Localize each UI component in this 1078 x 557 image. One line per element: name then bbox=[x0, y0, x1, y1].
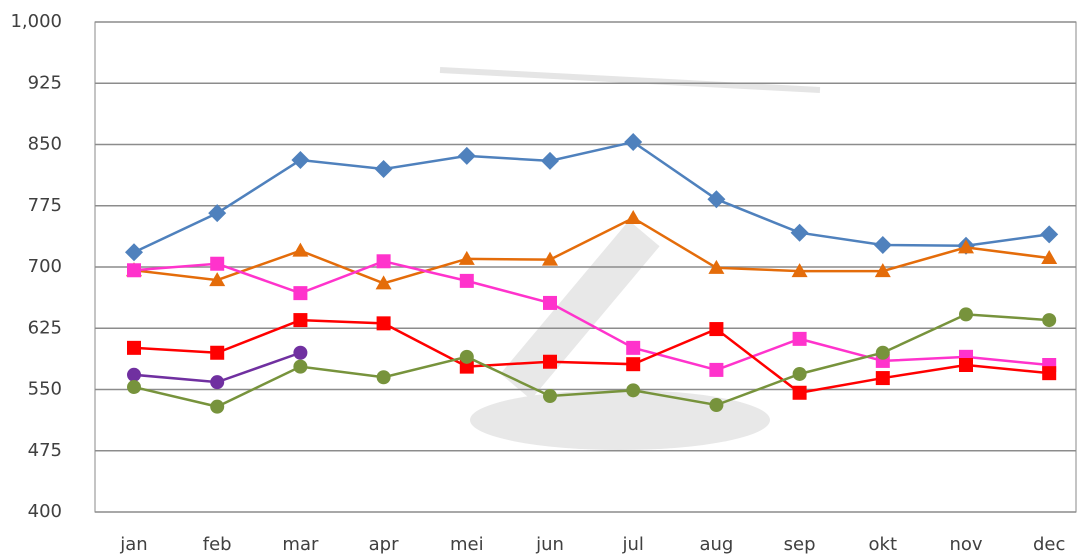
point bbox=[1040, 225, 1058, 243]
point bbox=[709, 322, 723, 336]
x-tick-label: mar bbox=[282, 534, 319, 555]
point bbox=[793, 386, 807, 400]
point bbox=[210, 346, 224, 360]
point bbox=[959, 307, 973, 321]
point bbox=[292, 243, 308, 257]
point bbox=[460, 274, 474, 288]
point bbox=[210, 375, 224, 389]
point bbox=[291, 151, 309, 169]
y-tick-label: 550 bbox=[28, 379, 62, 400]
point bbox=[210, 400, 224, 414]
point bbox=[127, 341, 141, 355]
x-tick-label: okt bbox=[869, 534, 898, 555]
point bbox=[208, 204, 226, 222]
y-tick-label: 475 bbox=[28, 440, 62, 461]
x-tick-label: jul bbox=[621, 534, 643, 555]
point bbox=[127, 368, 141, 382]
x-tick-label: jun bbox=[535, 534, 564, 555]
point bbox=[541, 152, 559, 170]
y-tick-label: 925 bbox=[28, 72, 62, 93]
point bbox=[293, 346, 307, 360]
point bbox=[1042, 313, 1056, 327]
chart: 400 475 550 625 700 775 850 925 1,000 jan feb mar ap… bbox=[0, 0, 1078, 557]
point bbox=[125, 243, 143, 261]
point bbox=[793, 367, 807, 381]
point bbox=[127, 263, 141, 277]
point bbox=[375, 160, 393, 178]
point bbox=[626, 341, 640, 355]
point bbox=[460, 350, 474, 364]
point bbox=[293, 286, 307, 300]
y-tick-label: 625 bbox=[28, 317, 62, 338]
point bbox=[458, 147, 476, 165]
y-tick-label: 700 bbox=[28, 256, 62, 277]
point bbox=[543, 389, 557, 403]
x-tick-label: feb bbox=[203, 534, 232, 555]
point bbox=[1042, 366, 1056, 380]
x-tick-label: apr bbox=[369, 534, 399, 555]
point bbox=[377, 316, 391, 330]
x-tick-label: jan bbox=[119, 534, 147, 555]
point bbox=[626, 357, 640, 371]
point bbox=[793, 332, 807, 346]
x-tick-label: mei bbox=[450, 534, 484, 555]
series-line bbox=[134, 142, 1049, 252]
point bbox=[791, 224, 809, 242]
point bbox=[293, 313, 307, 327]
point bbox=[377, 254, 391, 268]
point bbox=[709, 398, 723, 412]
point bbox=[626, 383, 640, 397]
x-tick-label: sep bbox=[784, 534, 816, 555]
x-tick-label: nov bbox=[949, 534, 982, 555]
y-tick-label: 775 bbox=[28, 195, 62, 216]
point bbox=[874, 236, 892, 254]
y-tick-label: 850 bbox=[28, 134, 62, 155]
point bbox=[709, 363, 723, 377]
point bbox=[377, 370, 391, 384]
point bbox=[625, 210, 641, 224]
point bbox=[876, 346, 890, 360]
point bbox=[959, 358, 973, 372]
point bbox=[876, 371, 890, 385]
point bbox=[543, 296, 557, 310]
point bbox=[127, 380, 141, 394]
point bbox=[543, 355, 557, 369]
point bbox=[624, 133, 642, 151]
y-tick-label: 1,000 bbox=[10, 11, 62, 32]
point bbox=[293, 360, 307, 374]
point bbox=[210, 257, 224, 271]
y-tick-label: 400 bbox=[28, 501, 62, 522]
x-tick-label: aug bbox=[699, 534, 733, 555]
x-tick-label: dec bbox=[1033, 534, 1065, 555]
